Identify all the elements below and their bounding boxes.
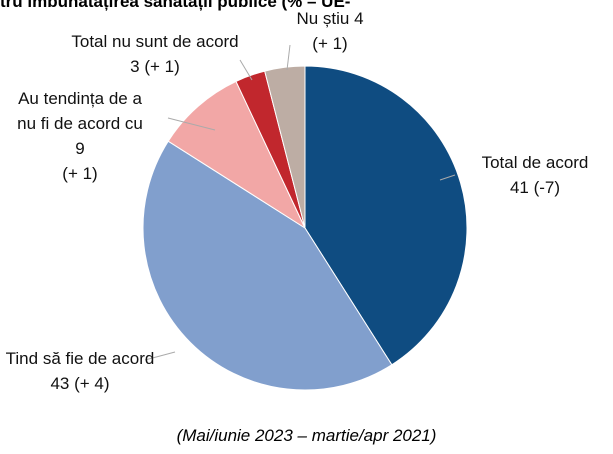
slice-label: Nu știu 4 (+ 1): [275, 6, 385, 56]
pie-slice: [167, 80, 307, 230]
value-label: 41: [509, 178, 529, 197]
slice-label: Au tendința de a nu fi de acord cu 9 (+ 1…: [15, 86, 145, 186]
category-label: Nu știu: [296, 9, 350, 28]
slice-label: Tind să fie de acord 43 (+ 4): [5, 346, 155, 396]
chart-subtitle: (Mai/iunie 2023 – martie/apr 2021): [176, 426, 437, 445]
leader-lines: [144, 44, 456, 361]
value-label: 4: [354, 9, 364, 28]
value-label: 3: [130, 57, 140, 76]
chart-title: tru îmbunătățirea sănătății publice (% –…: [0, 0, 351, 11]
category-label: Total nu sunt de acord: [71, 32, 239, 51]
change-label: (+ 1): [144, 57, 180, 76]
pie-slice: [142, 140, 393, 391]
slice-label: Total de acord 41 (-7): [455, 150, 613, 200]
slice-label: Total nu sunt de acord 3 (+ 1): [70, 29, 240, 79]
category-label: Total de acord: [481, 153, 589, 172]
change-label: (+ 4): [74, 374, 110, 393]
value-label: 9: [75, 139, 85, 158]
value-label: 43: [50, 374, 70, 393]
change-label: (-7): [533, 178, 561, 197]
category-label: Tind să fie de acord: [5, 349, 155, 368]
change-label: (+ 1): [312, 34, 348, 53]
category-label: Au tendința de a nu fi de acord cu: [17, 89, 143, 133]
pie-slice: [264, 65, 306, 229]
change-label: (+ 1): [62, 164, 98, 183]
pie-slice: [304, 65, 468, 366]
